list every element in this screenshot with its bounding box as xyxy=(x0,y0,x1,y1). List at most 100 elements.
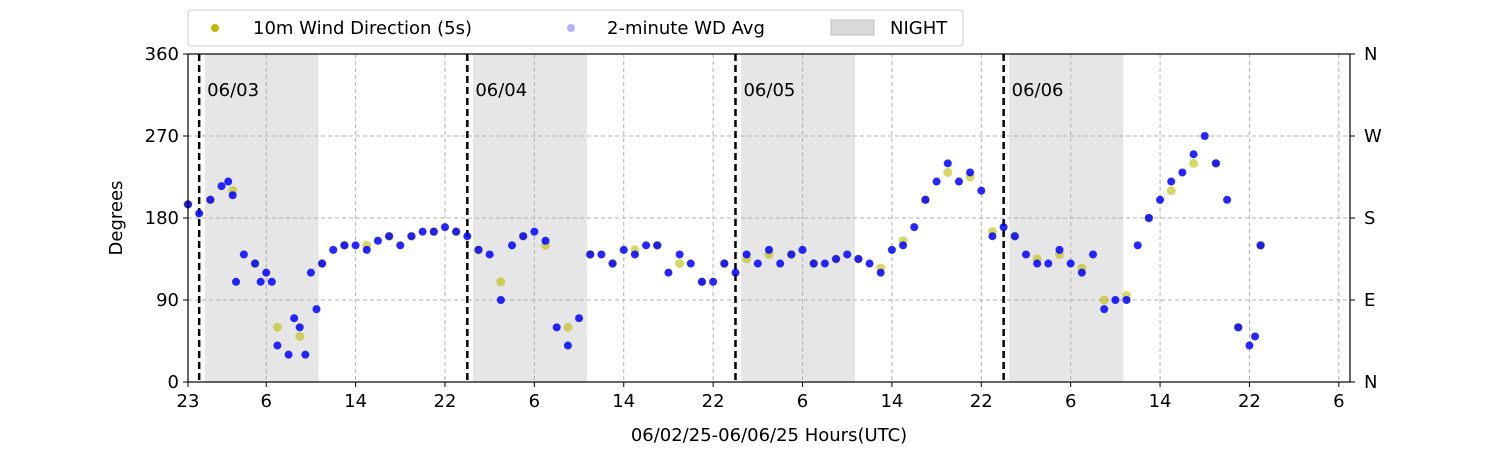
data-point xyxy=(1178,168,1187,177)
data-point xyxy=(284,350,293,359)
data-point xyxy=(273,341,282,350)
x-tick-label: 14 xyxy=(880,391,903,412)
data-point xyxy=(351,241,360,250)
data-point xyxy=(224,177,233,186)
data-point xyxy=(1167,177,1176,186)
data-point xyxy=(765,245,773,254)
series-layer xyxy=(183,132,1266,359)
x-tick-label: 14 xyxy=(612,391,635,412)
legend-marker-night xyxy=(830,19,875,36)
data-point xyxy=(932,177,941,186)
data-point xyxy=(943,167,953,177)
x-axis-label: 06/02/25-06/06/25 Hours(UTC) xyxy=(631,425,907,446)
data-point xyxy=(1089,250,1098,259)
data-point xyxy=(1010,232,1019,241)
data-point xyxy=(418,227,427,236)
data-point xyxy=(329,245,338,254)
data-point xyxy=(820,259,829,268)
legend-box xyxy=(187,9,964,47)
data-point xyxy=(452,227,461,236)
data-point xyxy=(899,241,908,250)
data-point xyxy=(563,322,573,332)
data-point xyxy=(720,259,729,268)
data-point xyxy=(1033,259,1042,268)
x-tick-label: 6 xyxy=(529,391,540,412)
x-tick-label: 6 xyxy=(797,391,808,412)
day-marker-label: 06/05 xyxy=(743,80,795,101)
data-point xyxy=(1234,323,1243,332)
data-point xyxy=(429,227,438,236)
data-point xyxy=(396,241,405,250)
legend-label-wd-avg: 2-minute WD Avg xyxy=(607,18,765,39)
data-point xyxy=(530,227,539,236)
y-right-tick-label: N xyxy=(1364,44,1377,65)
data-point xyxy=(943,159,952,168)
day-marker-label: 06/06 xyxy=(1012,80,1064,101)
y-right-tick-label: N xyxy=(1364,372,1377,393)
legend-marker-wd-avg xyxy=(567,24,575,32)
y-right-tick-label: E xyxy=(1364,290,1375,311)
data-point xyxy=(686,259,695,268)
data-point xyxy=(1245,341,1254,350)
data-point xyxy=(1077,268,1086,277)
data-point xyxy=(1099,295,1109,305)
data-point xyxy=(619,245,628,254)
data-point xyxy=(1066,259,1075,268)
data-point xyxy=(1251,332,1260,341)
data-point xyxy=(295,331,305,341)
y-axis-label: Degrees xyxy=(106,181,127,256)
data-point xyxy=(290,314,299,323)
legend-marker-wind-direction xyxy=(211,24,219,32)
data-point xyxy=(407,232,416,241)
x-tick-label: 6 xyxy=(260,391,271,412)
y-tick-label: 270 xyxy=(145,126,179,147)
data-point xyxy=(1200,132,1209,140)
x-tick-label: 22 xyxy=(970,391,993,412)
axis-layer: 23 6 14 22 6 14 22 6 14 22 6 14 22 6 0 N 90 E 180 S 270 W 360 N xyxy=(145,44,1382,412)
data-point xyxy=(675,250,684,259)
data-point xyxy=(921,195,930,204)
data-point xyxy=(519,232,528,241)
data-point xyxy=(541,236,550,245)
data-point xyxy=(1044,259,1053,268)
x-tick-label: 6 xyxy=(1065,391,1076,412)
data-point xyxy=(306,268,315,277)
y-tick-label: 180 xyxy=(145,208,179,229)
data-point xyxy=(440,223,449,232)
legend: 10m Wind Direction (5s) 2-minute WD Avg … xyxy=(187,9,964,47)
data-point xyxy=(1100,305,1109,314)
data-point xyxy=(776,259,785,268)
data-point xyxy=(474,245,483,254)
data-point xyxy=(385,232,394,241)
data-point xyxy=(809,259,818,268)
legend-label-night: NIGHT xyxy=(890,18,948,39)
x-tick-label: 14 xyxy=(344,391,367,412)
data-point xyxy=(977,186,986,195)
data-point xyxy=(954,177,963,186)
data-point xyxy=(256,277,265,286)
x-tick-label: 22 xyxy=(1238,391,1261,412)
day-marker-label: 06/04 xyxy=(475,80,527,101)
data-point xyxy=(787,250,796,259)
x-tick-label: 22 xyxy=(702,391,725,412)
y-right-tick-label: S xyxy=(1364,208,1375,229)
data-point xyxy=(1122,296,1131,304)
data-point xyxy=(865,259,874,268)
data-point xyxy=(1021,250,1030,259)
data-point xyxy=(1133,241,1142,250)
data-point xyxy=(267,277,276,286)
day-marker-layer: 06/03 06/04 06/05 06/06 xyxy=(197,54,1064,382)
data-point xyxy=(1156,195,1165,204)
data-point xyxy=(731,268,740,277)
data-point xyxy=(1223,195,1232,204)
data-point xyxy=(988,232,997,241)
y-right-tick-label: W xyxy=(1364,126,1382,147)
data-point xyxy=(195,209,204,218)
data-point xyxy=(1111,296,1120,304)
data-point xyxy=(496,277,506,287)
data-point xyxy=(653,241,662,250)
data-point xyxy=(362,245,371,254)
x-tick-label: 23 xyxy=(177,391,200,412)
data-point xyxy=(753,259,762,268)
data-point xyxy=(742,250,751,259)
